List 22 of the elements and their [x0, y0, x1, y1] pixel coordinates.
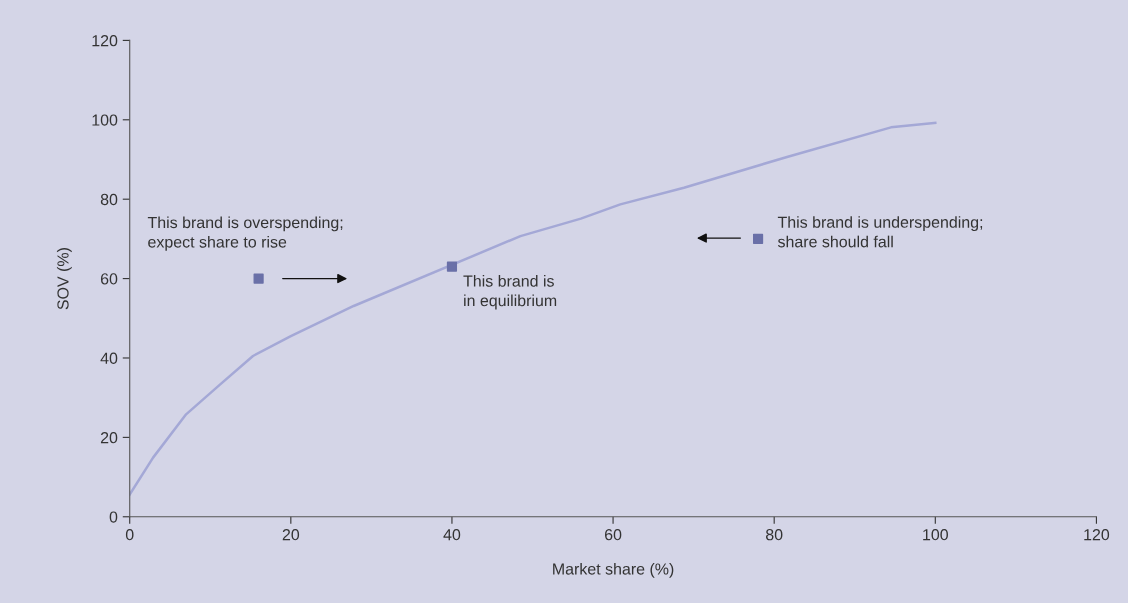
- y-tick-label: 40: [100, 352, 118, 364]
- annotation: This brand is overspending; expect share to rise: [147, 216, 343, 251]
- x-tick-label: 40: [443, 529, 461, 541]
- x-tick-label: 20: [282, 529, 300, 541]
- x-tick-label: 100: [923, 529, 948, 541]
- y-tick-label: 20: [100, 432, 118, 444]
- x-tick-label: 0: [125, 529, 134, 541]
- y-axis-title: SOV (%): [56, 248, 72, 310]
- x-tick-label: 80: [766, 529, 783, 541]
- y-tick-label: 0: [109, 511, 118, 523]
- annotation: This brand is underspending; share should fall: [777, 216, 983, 248]
- y-tick-label: 120: [92, 35, 118, 47]
- y-tick-label: 60: [100, 273, 118, 285]
- x-tick-label: 120: [1084, 529, 1110, 541]
- y-tick-label: 100: [92, 114, 118, 126]
- x-tick-label: 60: [605, 529, 622, 541]
- point: [446, 261, 458, 272]
- annotation: This brand is in equilibrium: [463, 275, 557, 310]
- point: [752, 233, 764, 244]
- y-tick-label: 80: [100, 193, 118, 206]
- x-axis-title: Market share (%): [553, 562, 674, 578]
- point: [253, 273, 264, 284]
